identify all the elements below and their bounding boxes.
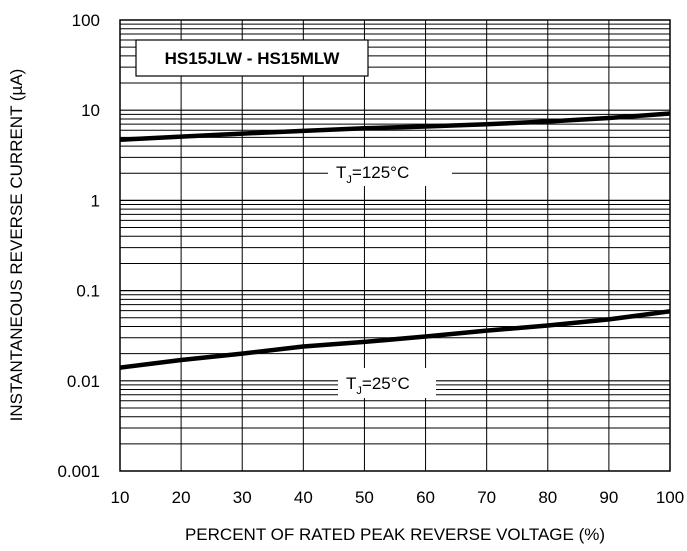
y-tick-label: 0.1: [76, 282, 100, 301]
x-tick-label: 80: [538, 488, 557, 507]
x-tick-label: 70: [477, 488, 496, 507]
series-line-0: [119, 111, 671, 143]
y-axis-label: INSTANTANEOUS REVERSE CURRENT (µA): [7, 69, 26, 422]
plot-frame: [119, 19, 671, 472]
x-tick-label: 20: [172, 488, 191, 507]
x-tick-label: 90: [599, 488, 618, 507]
title-box: [135, 39, 369, 77]
annotation-tj125-box: [328, 158, 452, 186]
y-tick-label: 0.01: [67, 372, 100, 391]
annotation-tj25-text: =25°C: [362, 374, 410, 393]
annotation-tj25-prefix: T: [346, 374, 356, 393]
svg-text:TJ=125°C: TJ=125°C: [336, 163, 409, 186]
annotation-tj125-sub: J: [346, 174, 352, 186]
x-tick-labels: 10 20 30 40 50 60 70 80 90 100: [111, 488, 685, 507]
annotation-tj125: TJ=125°C: [328, 158, 452, 186]
annotation-tj25-sub: J: [356, 385, 362, 397]
annotation-tj25: TJ=25°C: [338, 368, 436, 398]
y-tick-label: 0.001: [57, 462, 100, 481]
x-tick-label: 40: [294, 488, 313, 507]
y-tick-label: 1: [91, 191, 100, 210]
y-tick-labels: 0.001 0.01 0.1 1 10 100: [57, 11, 100, 481]
y-tick-label: 10: [81, 101, 100, 120]
x-tick-label: 60: [416, 488, 435, 507]
x-tick-label: 10: [111, 488, 130, 507]
annotation-tj125-prefix: T: [336, 163, 346, 182]
x-tick-label: 100: [656, 488, 684, 507]
chart-title: HS15JLW - HS15MLW: [165, 49, 341, 68]
x-tick-label: 50: [355, 488, 374, 507]
annotation-tj125-text: =125°C: [352, 163, 409, 182]
grid: [120, 20, 670, 471]
y-tick-label: 100: [72, 11, 100, 30]
series-line-1: [119, 309, 671, 370]
x-axis-label: PERCENT OF RATED PEAK REVERSE VOLTAGE (%…: [185, 525, 605, 544]
series-lines: [119, 111, 671, 370]
svg-text:TJ=25°C: TJ=25°C: [346, 374, 410, 397]
annotation-tj25-box: [338, 368, 436, 398]
x-tick-label: 30: [233, 488, 252, 507]
